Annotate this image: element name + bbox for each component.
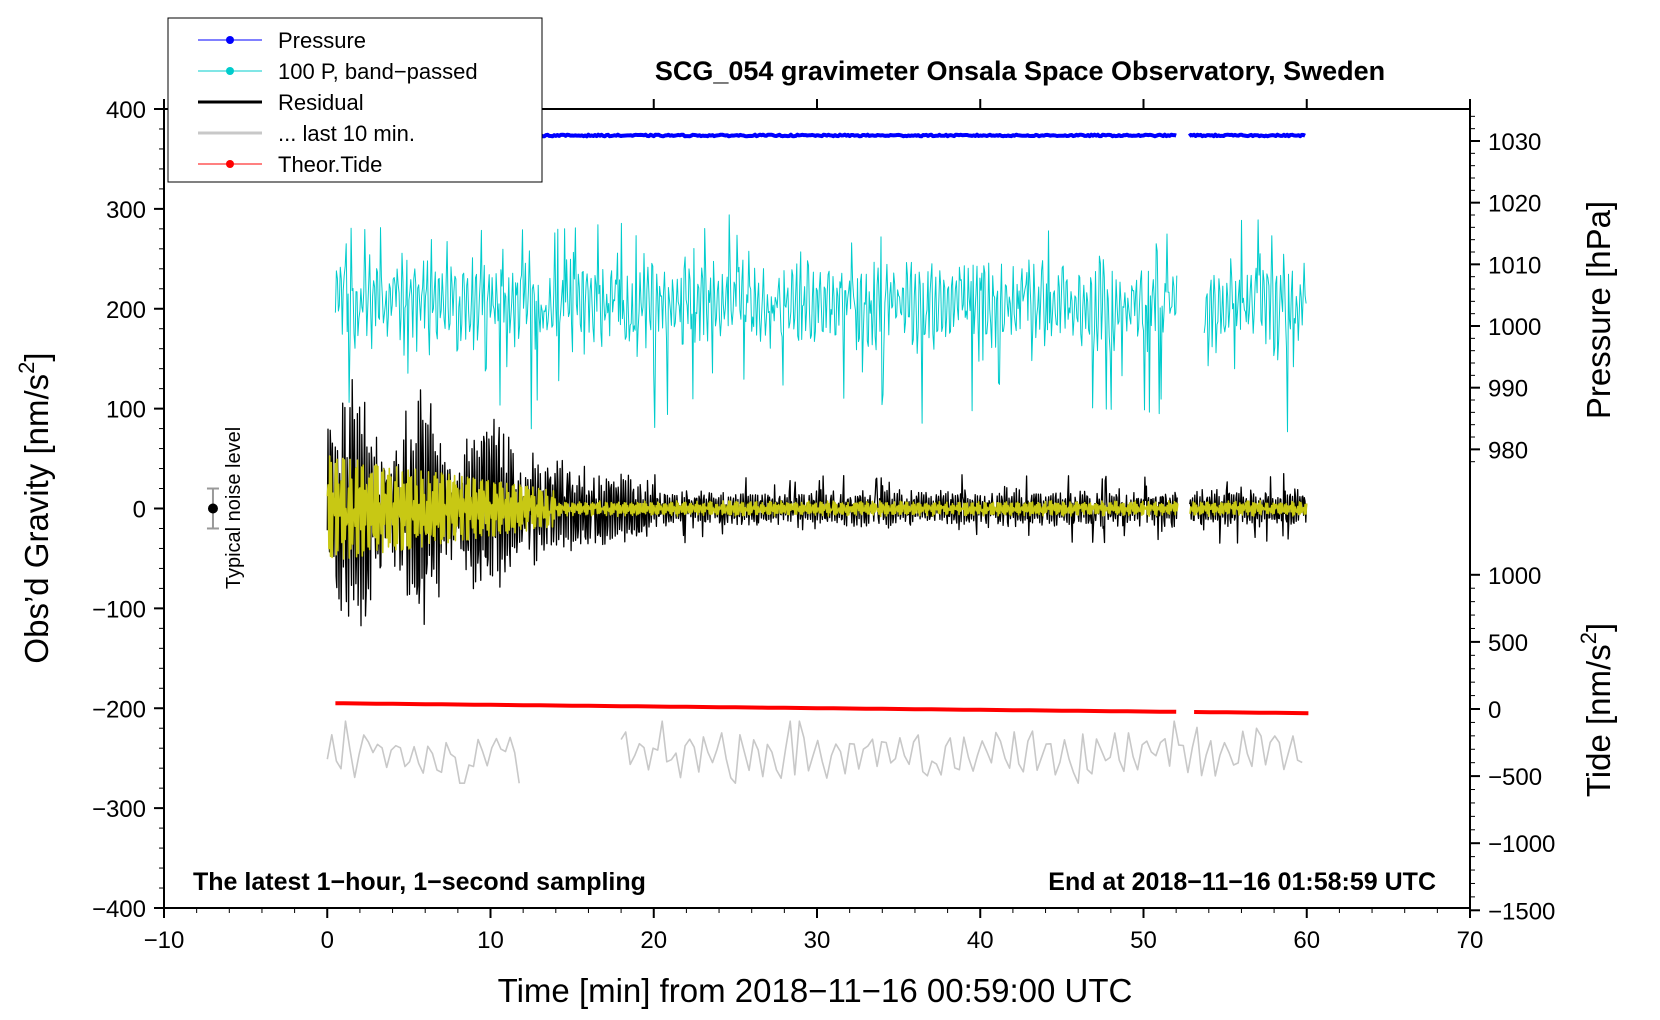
y-tick-label: −300	[92, 796, 146, 823]
x-tick-label: 30	[804, 927, 831, 954]
series-layer	[326, 132, 1309, 784]
legend-marker	[226, 36, 234, 44]
legend-label: 100 P, band−passed	[278, 59, 478, 84]
x-tick-label: 50	[1130, 927, 1157, 954]
axis-ticks: −10 0 10 20 30 40 50 60 704003002001000−100−200−…	[92, 97, 1555, 954]
pressure-tick-label: 990	[1488, 376, 1528, 403]
y-tick-label: −400	[92, 896, 146, 923]
legend-marker	[226, 160, 234, 168]
pressure-tick-label: 980	[1488, 437, 1528, 464]
y-tick-label: −100	[92, 596, 146, 623]
series-filtered-residual-line	[326, 455, 1179, 560]
tide-tick-label: 0	[1488, 697, 1501, 724]
y-axis-label-tide: Tide [nm/s2]	[1576, 623, 1617, 797]
legend-label: ... last 10 min.	[278, 121, 415, 146]
y-tick-label: 300	[106, 197, 146, 224]
x-tick-label: 40	[967, 927, 994, 954]
tide-tick-label: −500	[1488, 764, 1542, 791]
y-tick-label: 100	[106, 397, 146, 424]
legend-label: Theor.Tide	[278, 152, 382, 177]
tide-tick-label: 1000	[1488, 563, 1541, 590]
legend: Pressure 100 P, band−passed Residual ... la…	[167, 17, 543, 183]
chart-title: SCG_054 gravimeter Onsala Space Observat…	[655, 56, 1385, 86]
tide-tick-label: −1000	[1488, 831, 1555, 858]
pressure-tick-label: 1000	[1488, 314, 1541, 341]
series-last10min-line	[326, 720, 520, 784]
series-tide-line	[335, 701, 1177, 714]
y-tick-label: 200	[106, 297, 146, 324]
tide-tick-label: −1500	[1488, 898, 1555, 925]
x-tick-label: −10	[144, 927, 185, 954]
noise-level-label: Typical noise level	[223, 427, 245, 589]
y-tick-label: 400	[106, 97, 146, 124]
series-bandpassed-line	[334, 214, 1178, 430]
x-axis-label: Time [min] from 2018−11−16 00:59:00 UTC	[498, 972, 1133, 1009]
annotation-end-time: End at 2018−11−16 01:58:59 UTC	[1048, 868, 1436, 896]
pressure-tick-label: 1020	[1488, 191, 1541, 218]
pressure-tick-label: 1010	[1488, 252, 1541, 279]
annotation-sampling: The latest 1−hour, 1−second sampling	[193, 868, 646, 896]
series-bandpassed-line	[1203, 219, 1307, 433]
noise-point	[207, 503, 218, 514]
legend-label: Residual	[278, 90, 364, 115]
y-axis-label-left: Obs’d Gravity [nm/s2]	[14, 352, 55, 663]
series-filtered-residual-line	[1189, 499, 1308, 517]
legend-marker	[226, 67, 234, 75]
series-tide-line	[1194, 710, 1309, 716]
series-last10min-line	[620, 720, 1303, 784]
series-pressure-line	[1188, 132, 1306, 139]
y-axis-label-pressure: Pressure [hPa]	[1580, 201, 1617, 419]
x-tick-label: 60	[1293, 927, 1320, 954]
tide-tick-label: 500	[1488, 630, 1528, 657]
y-tick-label: −200	[92, 696, 146, 723]
noise-level-marker	[206, 487, 219, 530]
legend-box	[167, 17, 543, 183]
y-tick-label: 0	[133, 497, 146, 524]
x-tick-label: 20	[640, 927, 667, 954]
legend-label: Pressure	[278, 28, 366, 53]
x-tick-label: 70	[1457, 927, 1484, 954]
pressure-tick-label: 1030	[1488, 129, 1541, 156]
x-tick-label: 0	[321, 927, 334, 954]
x-tick-label: 10	[477, 927, 504, 954]
